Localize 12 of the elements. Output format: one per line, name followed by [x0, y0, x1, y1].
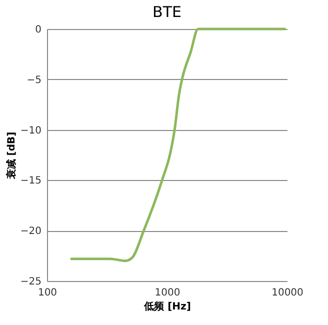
chart-title: BTE: [152, 3, 182, 21]
y-tick-label: −15: [20, 176, 42, 187]
y-axis-title: 衰减 [dB]: [5, 132, 18, 180]
x-tick-label: 1000: [154, 288, 180, 298]
y-tick-label: −20: [20, 226, 42, 238]
x-tick-label: 10000: [272, 288, 304, 298]
x-tick-label: 100: [38, 288, 58, 298]
y-tick-label: −25: [20, 276, 42, 288]
x-axis-title: 低频 [Hz]: [143, 300, 191, 312]
y-tick-label: 0: [35, 24, 42, 36]
y-tick-label: −5: [26, 74, 42, 86]
y-tick-label: −10: [20, 125, 42, 136]
